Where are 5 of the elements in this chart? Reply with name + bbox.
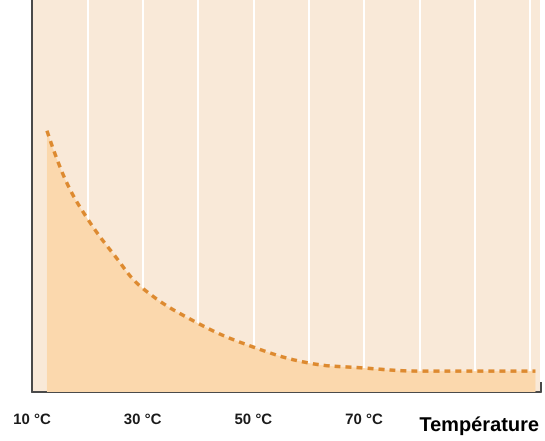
x-tick-label: 30 °C bbox=[124, 411, 162, 428]
x-axis-title: Température bbox=[419, 414, 540, 436]
x-tick-label: 70 °C bbox=[345, 411, 383, 428]
x-tick-label: 10 °C bbox=[13, 411, 52, 428]
x-tick-label: 50 °C bbox=[234, 411, 272, 428]
